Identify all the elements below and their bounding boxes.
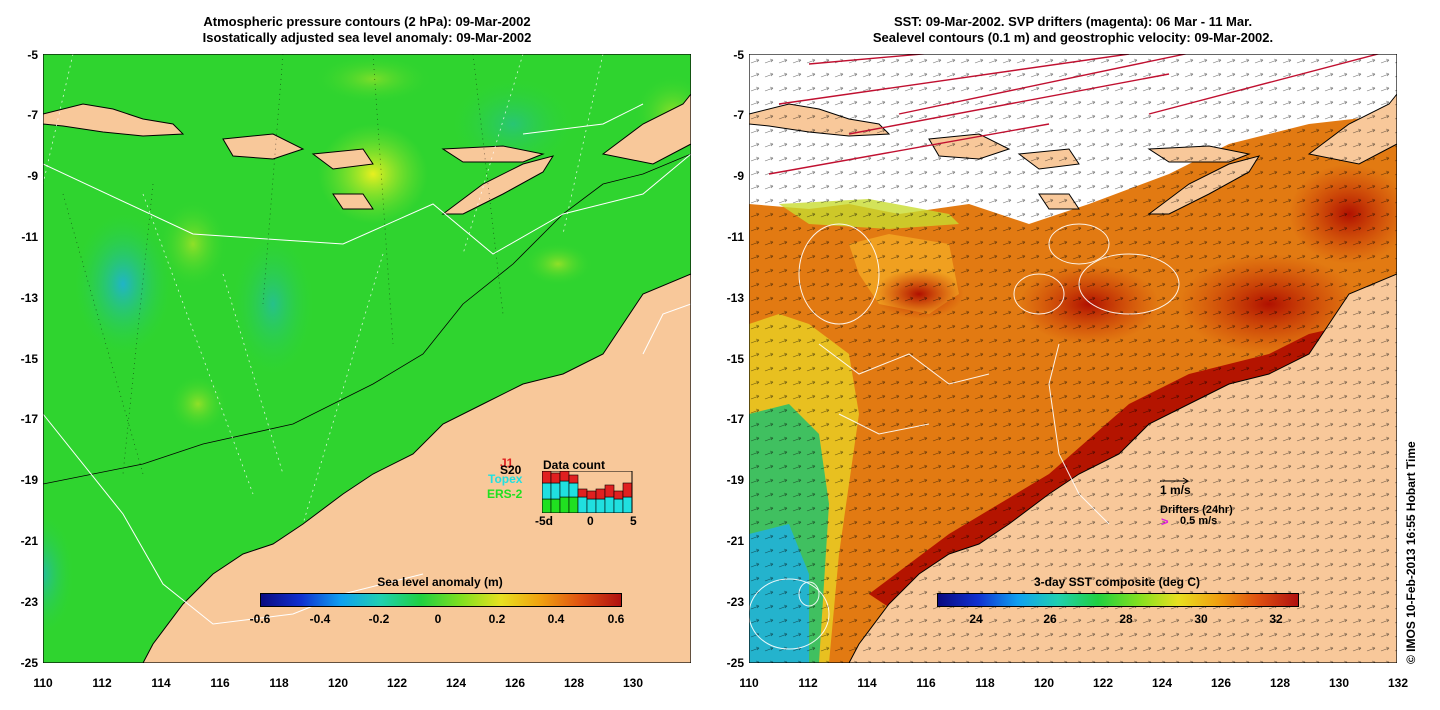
left-colorbar: [260, 593, 622, 607]
velocity-legend-label: 1 m/s: [1160, 483, 1191, 497]
left-australia: [142, 273, 691, 663]
data-count-bars: [542, 471, 633, 513]
data-count-axis-mid: 0: [587, 514, 594, 528]
data-count-axis-start: -5d: [535, 514, 553, 528]
credit-text: © IMOS 10-Feb-2013 16:55 Hobart Time: [1404, 441, 1418, 664]
data-count-title: Data count: [543, 458, 606, 472]
left-colorbar-title: Sea level anomaly (m): [377, 575, 503, 589]
data-count-label-s20: S20: [500, 463, 522, 477]
left-title-line2: Isostatically adjusted sea level anomaly…: [202, 30, 532, 45]
right-title-line1: SST: 09-Mar-2002. SVP drifters (magenta)…: [893, 14, 1253, 29]
data-count-label-ers2: ERS-2: [487, 487, 523, 501]
right-title-line2: Sealevel contours (0.1 m) and geostrophi…: [872, 30, 1274, 45]
left-map: [43, 54, 691, 663]
data-count-label-j1: J1: [500, 456, 514, 470]
right-colorbar-title: 3-day SST composite (deg C): [1033, 575, 1201, 589]
data-count-axis-end: 5: [630, 514, 637, 528]
data-count-label-topex: Topex: [488, 472, 523, 486]
right-colorbar: [937, 593, 1299, 607]
left-sumba: [332, 193, 374, 210]
left-timor: [441, 155, 555, 215]
velocity-legend-arrow: [1160, 477, 1189, 485]
left-title-line1: Atmospheric pressure contours (2 hPa): 0…: [203, 14, 531, 29]
right-map: [749, 54, 1397, 663]
drifter-speed-label: 0.5 m/s: [1180, 515, 1218, 527]
drifter-arrow-icon: >: [1161, 514, 1169, 529]
drifters-legend-label: Drifters (24hr): [1160, 504, 1233, 516]
